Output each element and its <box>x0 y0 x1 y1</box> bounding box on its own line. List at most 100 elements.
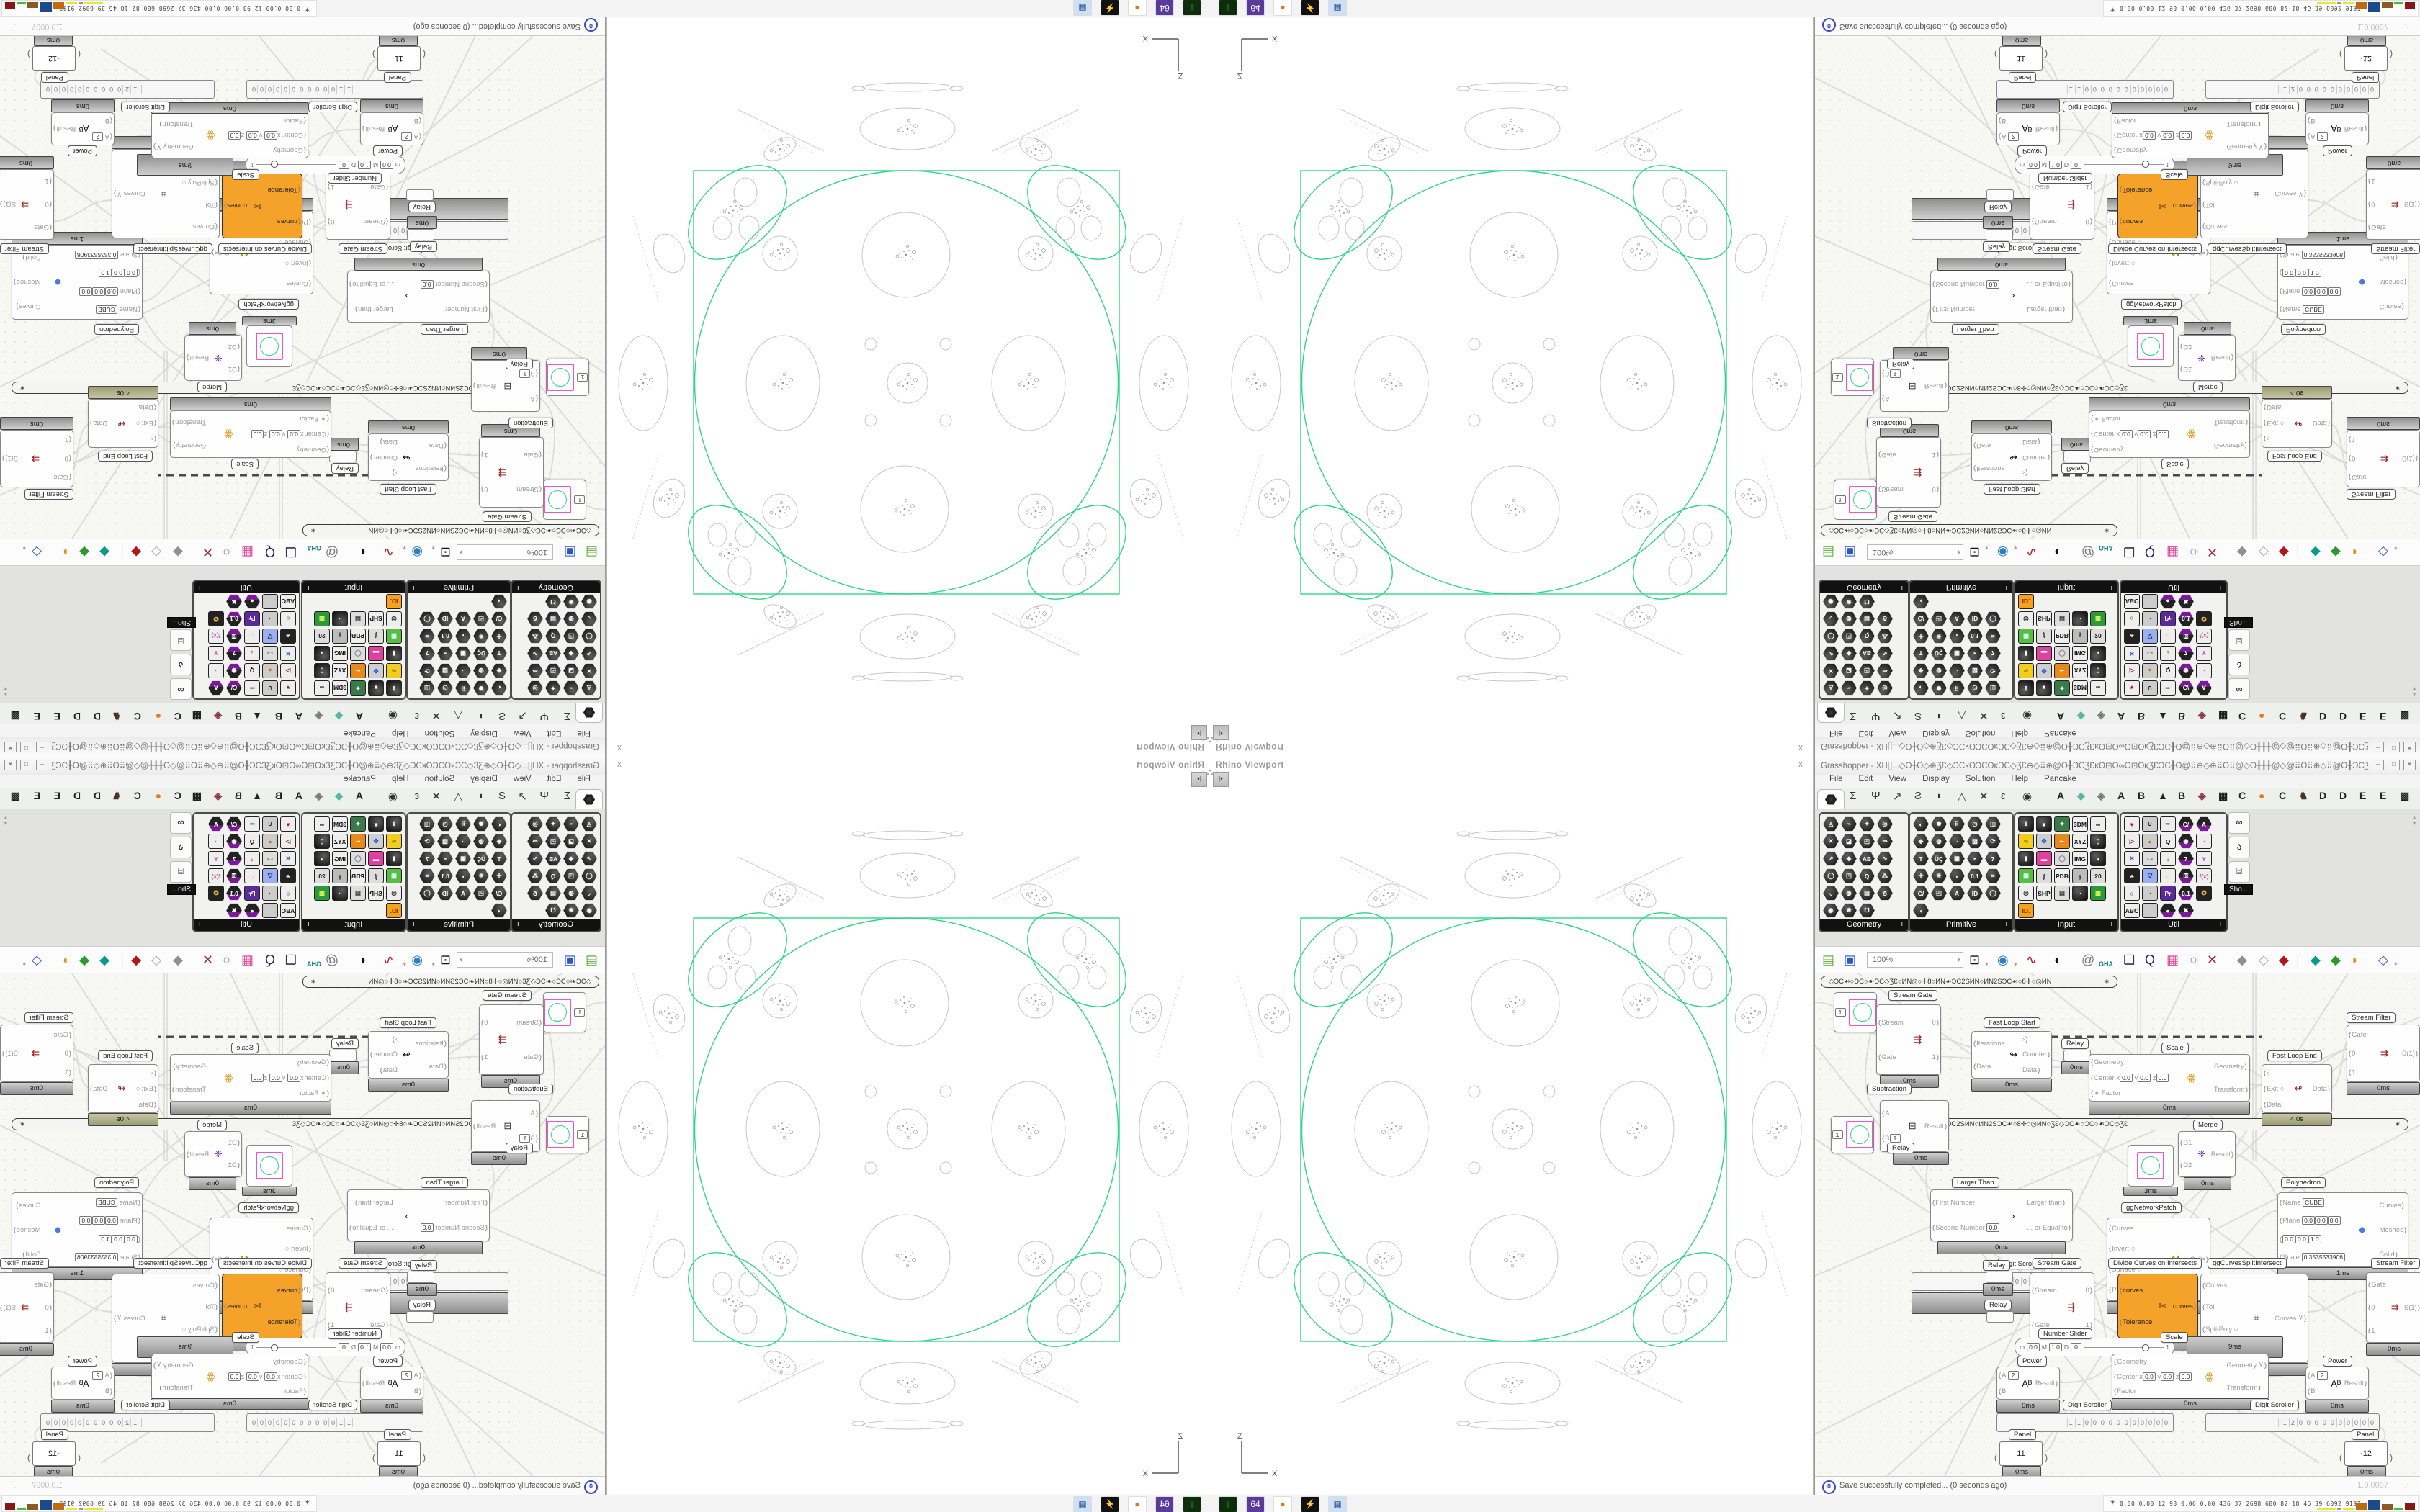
component-icon[interactable]: ◬ <box>581 680 597 696</box>
toolbar-icon[interactable]: ◆ <box>2237 953 2247 967</box>
toolbar-icon[interactable]: ▾ <box>1985 544 1989 552</box>
component-icon[interactable]: ✦ <box>545 816 561 832</box>
tab-addon[interactable]: E <box>53 790 60 801</box>
component-name-tag[interactable]: Scale <box>232 1332 259 1343</box>
component-name-tag[interactable]: Panel <box>40 72 68 83</box>
palette-scroll-arrows[interactable]: ▲ ▼ <box>3 685 9 698</box>
toolbar-icon[interactable]: ◆ <box>2237 545 2247 559</box>
group-label-bar[interactable]: ◇ƆC☙○ƆC○☙ƆC◇ƷƐ○ИΝ◎○✛8○ИΝ☙ƆC2SИΝ○ИΝ2SƆC☙○… <box>1821 524 2118 536</box>
component-icon[interactable]: ◗ <box>1949 629 1965 644</box>
component-icon[interactable]: ◈ <box>563 851 579 866</box>
zoom-level-dropdown[interactable]: 100% ▾ <box>1867 544 1963 560</box>
component-icon[interactable]: ▤ <box>545 886 561 901</box>
gh-component[interactable]: Name CUBEPlane 0.00.00.00.00.01.0Scale 0… <box>12 1192 143 1267</box>
component-icon[interactable]: ❂ <box>208 611 224 626</box>
tab-addon[interactable]: ● <box>2259 790 2265 801</box>
component-name-tag[interactable]: Power <box>2017 145 2047 156</box>
toolbar-icon[interactable]: ○ <box>223 545 230 559</box>
component-icon[interactable]: ◍ <box>473 834 489 849</box>
gh-component[interactable]: First NumberSecond Number 0.0›Larger tha… <box>347 271 490 323</box>
component-icon[interactable]: C/ <box>1913 611 1929 626</box>
toolbar-icon[interactable]: ▾ <box>431 544 435 552</box>
resize-grip[interactable]: ⋰ <box>7 1480 17 1490</box>
gh-component[interactable]: Gate01⇉S(1) <box>0 1272 54 1343</box>
component-name-tag[interactable]: Stream Gate <box>483 990 532 1001</box>
component-icon[interactable]: AB <box>1859 851 1875 866</box>
relay-component[interactable] <box>406 1311 434 1323</box>
component-icon[interactable]: ◔ <box>1949 834 1965 849</box>
component-icon[interactable]: ◎ <box>1877 816 1893 832</box>
component-icon[interactable]: Y <box>208 851 224 866</box>
component-icon[interactable]: IMG <box>332 646 348 661</box>
tab-params[interactable] <box>575 702 603 723</box>
component-name-tag[interactable]: Digit Scroller <box>2063 102 2112 112</box>
component-icon[interactable]: ▨ <box>437 834 453 849</box>
component-icon[interactable]: Q <box>244 663 260 678</box>
tab-category-icon[interactable]: Ƨ <box>498 710 506 722</box>
component-icon[interactable]: SHP <box>2036 611 2052 626</box>
component-icon[interactable]: ▮ <box>2018 851 2034 866</box>
menu-edit[interactable]: Edit <box>547 775 562 783</box>
system-stats-widget[interactable]: ✶ 0.00 0.00 12 93 0.06 0.00 436 37 2698 … <box>2103 0 2419 17</box>
tab-addon[interactable]: E <box>2360 790 2367 801</box>
component-name-tag[interactable]: Subtraction <box>1867 1084 1912 1094</box>
component-icon[interactable]: ❋ <box>1841 594 1857 609</box>
component-icon[interactable]: 3DM <box>2072 816 2088 832</box>
component-name-tag[interactable]: Merge <box>197 382 227 392</box>
component-icon[interactable]: ◖ <box>314 646 330 661</box>
component-name-tag[interactable]: Power <box>2323 1356 2352 1367</box>
component-icon[interactable]: ∞ <box>2090 816 2106 832</box>
menu-display[interactable]: Display <box>470 729 498 737</box>
toolbar-icon[interactable]: ◇ <box>2259 545 2269 559</box>
component-icon[interactable]: ◖ <box>491 594 507 609</box>
component-icon[interactable]: ⇒ <box>1877 834 1893 849</box>
component-icon[interactable]: ◰ <box>1931 611 1947 626</box>
menu-solution[interactable]: Solution <box>424 729 455 737</box>
menu-edit[interactable]: Edit <box>1858 775 1873 783</box>
component-icon[interactable]: ⟳ <box>419 663 435 678</box>
component-icon[interactable]: ◉ <box>226 663 242 678</box>
mini-palette-icon[interactable]: ∞ <box>170 678 192 700</box>
component-icon[interactable]: A <box>208 680 224 696</box>
taskbar-app-icon[interactable]: ● <box>1128 0 1147 16</box>
gh-component-preview[interactable]: 1 <box>1834 480 1877 520</box>
tab-addon[interactable]: A <box>2118 711 2125 722</box>
close-button[interactable]: ✕ <box>2403 760 2416 770</box>
component-icon[interactable]: ◓ <box>437 646 453 661</box>
tab-addon[interactable]: ▲ <box>2158 711 2168 722</box>
component-icon[interactable]: ▯ <box>314 834 330 849</box>
component-icon[interactable]: ◉ <box>1823 594 1839 609</box>
component-icon[interactable]: ✺ <box>1931 680 1947 696</box>
component-icon[interactable]: ✖ <box>226 903 242 918</box>
toolbar-icon[interactable]: ▾ <box>2394 544 2398 552</box>
component-name-tag[interactable]: ggNetworkPatch <box>2121 1202 2182 1213</box>
component-icon[interactable]: ◔ <box>455 663 471 678</box>
tab-addon[interactable]: E <box>2380 711 2387 722</box>
grasshopper-titlebar[interactable]: Grasshopper - XH[]...◇O╂O◇⊕ƷƐ◇ƆCĸOƆCOĸƆC… <box>0 737 605 756</box>
component-icon[interactable]: ◔ <box>2142 886 2158 901</box>
toolbar-icon[interactable]: ▣ <box>1844 953 1857 967</box>
gh-component[interactable]: Name CUBEPlane 0.00.00.00.00.01.0Scale 0… <box>2277 245 2408 320</box>
component-icon[interactable]: ∞ <box>2090 680 2106 696</box>
component-icon[interactable]: ❋ <box>563 903 579 918</box>
toolbar-icon[interactable]: ▾ <box>403 544 406 552</box>
gh-component[interactable]: A 2BAᴮResult <box>1996 1367 2060 1400</box>
component-icon[interactable]: ✖ <box>2178 594 2194 609</box>
minimize-button[interactable]: – <box>36 742 48 752</box>
component-icon[interactable]: ◯ <box>581 629 597 644</box>
component-name-tag[interactable]: Scale <box>2161 1043 2189 1053</box>
component-icon[interactable]: 3DM <box>332 816 348 832</box>
component-name-tag[interactable]: Power <box>2017 1356 2047 1367</box>
component-icon[interactable]: ○ <box>280 611 296 626</box>
component-icon[interactable]: ● <box>2142 834 2158 849</box>
component-icon[interactable]: ʓ <box>2072 629 2088 644</box>
component-icon[interactable]: ▦ <box>2018 629 2034 644</box>
component-icon[interactable]: ✛ <box>1913 629 1929 644</box>
component-icon[interactable]: ◔ <box>2196 834 2212 849</box>
component-icon[interactable]: ◗ <box>455 629 471 644</box>
tab-addon[interactable]: E <box>33 711 40 722</box>
tab-addon[interactable]: D <box>73 790 81 801</box>
component-icon[interactable]: ⌗ <box>419 629 435 644</box>
component-icon[interactable]: ∪ <box>262 816 278 832</box>
component-icon[interactable]: ◰ <box>545 663 561 678</box>
